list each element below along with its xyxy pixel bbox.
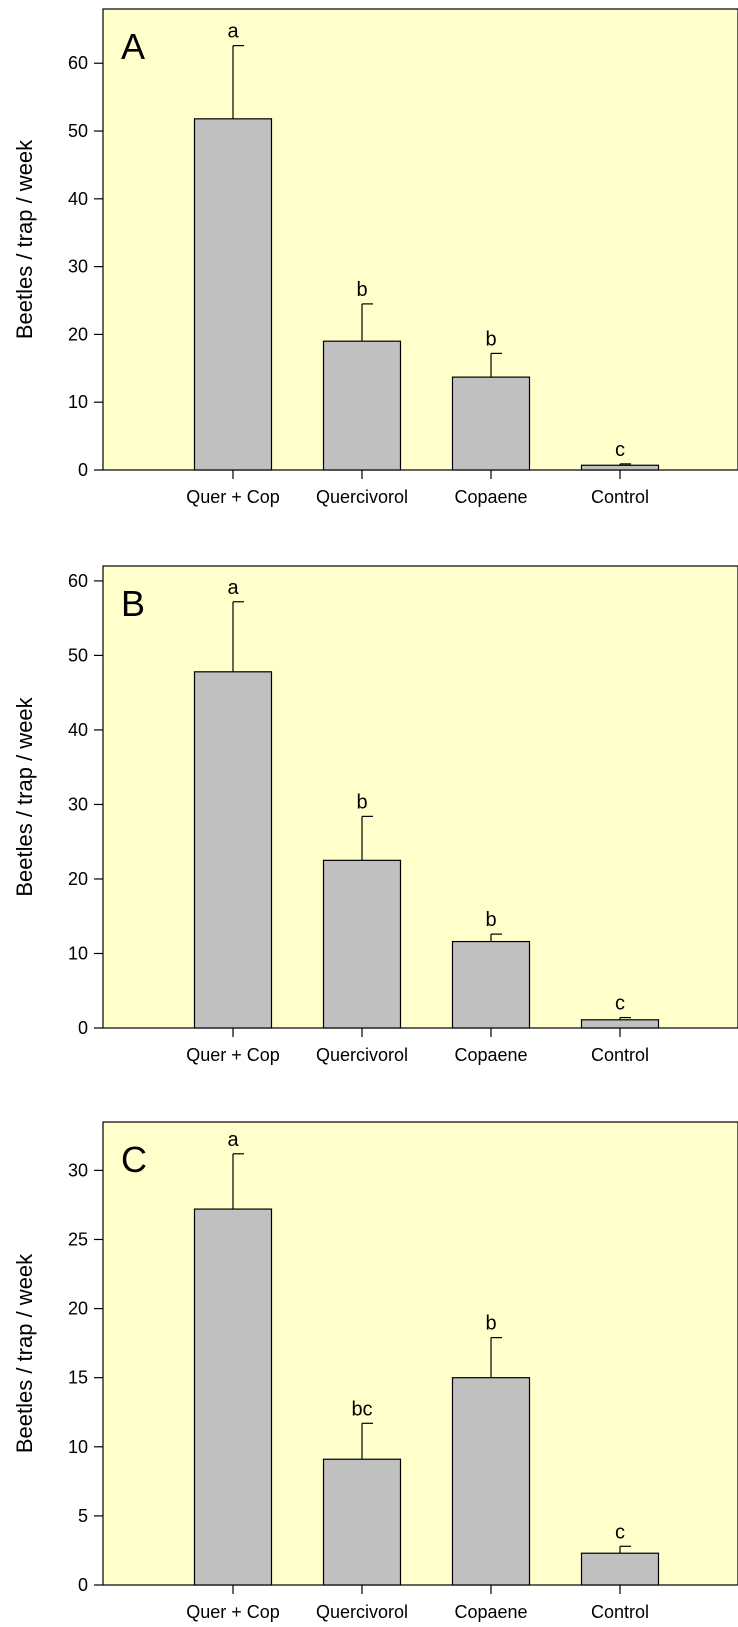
x-tick-label: Quer + Cop <box>186 1602 280 1622</box>
bar <box>193 671 273 1029</box>
significance-label: b <box>485 328 496 350</box>
panel-letter: C <box>121 1139 147 1180</box>
y-tick-label: 20 <box>68 869 88 889</box>
panel-c: 0 5 10 15 20 25 30 Beetles / trap / week C a Quer … <box>12 1121 738 1622</box>
bar <box>451 940 531 1029</box>
x-tick-label: Control <box>591 1602 649 1622</box>
y-tick-label: 10 <box>68 1437 88 1457</box>
y-tick-label: 10 <box>68 392 88 412</box>
x-tick-label: Quercivorol <box>316 1602 408 1622</box>
y-tick-label: 25 <box>68 1229 88 1249</box>
significance-label: c <box>615 439 625 461</box>
y-tick-label: 10 <box>68 943 88 963</box>
x-tick-label: Control <box>591 1045 649 1065</box>
y-tick-label: 50 <box>68 645 88 665</box>
y-tick-label: 40 <box>68 720 88 740</box>
bar <box>322 859 402 1029</box>
y-axis-label: Beetles / trap / week <box>12 696 37 896</box>
y-tick-label: 0 <box>78 1575 88 1595</box>
y-tick-label: 60 <box>68 53 88 73</box>
significance-label: c <box>615 993 625 1015</box>
y-tick-label: 40 <box>68 189 88 209</box>
y-axis-label: Beetles / trap / week <box>12 139 37 339</box>
significance-label: a <box>227 577 239 599</box>
significance-label: b <box>356 791 367 813</box>
y-tick-label: 20 <box>68 1299 88 1319</box>
bar <box>193 118 273 471</box>
y-tick-label: 30 <box>68 794 88 814</box>
bar <box>322 340 402 471</box>
x-tick-label: Control <box>591 487 649 507</box>
bar <box>580 464 660 471</box>
x-tick-label: Quercivorol <box>316 487 408 507</box>
panel-letter: B <box>121 583 145 624</box>
bar <box>580 1552 660 1586</box>
x-tick-label: Quercivorol <box>316 1045 408 1065</box>
y-tick-label: 30 <box>68 257 88 277</box>
bar <box>451 376 531 471</box>
significance-label: b <box>356 279 367 301</box>
y-tick-label: 50 <box>68 121 88 141</box>
x-tick-label: Copaene <box>454 487 527 507</box>
y-tick-label: 0 <box>78 460 88 480</box>
y-tick-label: 5 <box>78 1506 88 1526</box>
significance-label: bc <box>351 1398 372 1420</box>
significance-label: b <box>485 1313 496 1335</box>
x-tick-label: Copaene <box>454 1602 527 1622</box>
x-tick-label: Copaene <box>454 1045 527 1065</box>
y-tick-label: 20 <box>68 324 88 344</box>
panel-letter: A <box>121 26 145 67</box>
significance-label: a <box>227 1129 239 1151</box>
significance-label: c <box>615 1521 625 1543</box>
panel-b: 0 10 20 30 40 50 60 Beetles / trap / week B a Quer… <box>12 565 738 1065</box>
y-tick-label: 30 <box>68 1160 88 1180</box>
bar <box>580 1019 660 1029</box>
y-tick-label: 0 <box>78 1018 88 1038</box>
panel-a: 0 10 20 30 40 50 60 Beetles / trap / week A a Quer… <box>12 8 738 507</box>
bar <box>322 1458 402 1586</box>
significance-label: a <box>227 21 239 43</box>
bar <box>451 1377 531 1586</box>
x-tick-label: Quer + Cop <box>186 487 280 507</box>
x-tick-label: Quer + Cop <box>186 1045 280 1065</box>
bar <box>193 1208 273 1586</box>
y-axis-label: Beetles / trap / week <box>12 1253 37 1453</box>
significance-label: b <box>485 909 496 931</box>
y-tick-label: 60 <box>68 571 88 591</box>
y-tick-label: 15 <box>68 1368 88 1388</box>
